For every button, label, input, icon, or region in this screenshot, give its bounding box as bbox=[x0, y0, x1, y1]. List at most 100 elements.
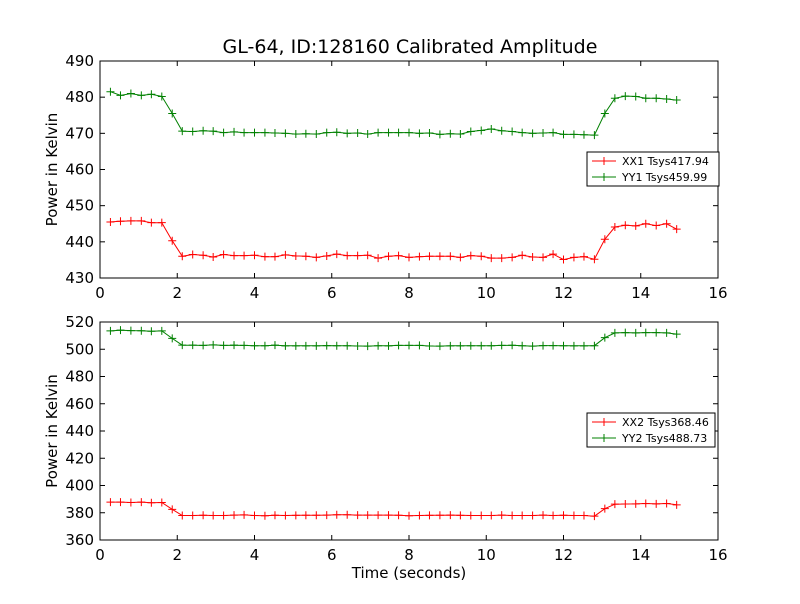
data-point bbox=[497, 341, 506, 350]
y-tick-label: 460 bbox=[65, 395, 94, 413]
data-point bbox=[219, 250, 228, 259]
data-point bbox=[270, 128, 279, 137]
data-point bbox=[384, 511, 393, 520]
y-axis-label: Power in Kelvin bbox=[43, 113, 61, 227]
data-point bbox=[209, 253, 218, 262]
x-tick-label: 6 bbox=[327, 284, 337, 302]
data-point bbox=[147, 327, 156, 336]
data-point bbox=[384, 252, 393, 261]
data-point bbox=[466, 511, 475, 520]
series-2 bbox=[106, 87, 681, 140]
data-point bbox=[281, 511, 290, 520]
legend-box bbox=[586, 151, 720, 187]
data-point bbox=[157, 218, 166, 227]
x-tick-label: 16 bbox=[708, 284, 727, 302]
data-point bbox=[435, 511, 444, 520]
data-point bbox=[291, 251, 300, 260]
data-point bbox=[579, 130, 588, 139]
data-point bbox=[641, 219, 650, 228]
data-point bbox=[497, 511, 506, 520]
data-point bbox=[662, 499, 671, 508]
data-point bbox=[477, 341, 486, 350]
data-point bbox=[343, 341, 352, 350]
data-point bbox=[106, 87, 115, 96]
data-point bbox=[260, 341, 269, 350]
data-point bbox=[435, 130, 444, 139]
data-point bbox=[610, 94, 619, 103]
data-point bbox=[126, 89, 135, 98]
data-point bbox=[291, 341, 300, 350]
data-point bbox=[188, 127, 197, 136]
data-point bbox=[600, 504, 609, 513]
legend-entry-label: XX1 Tsys417.94 bbox=[622, 155, 709, 168]
data-point bbox=[631, 92, 640, 101]
data-point bbox=[518, 341, 527, 350]
data-point bbox=[157, 326, 166, 335]
data-point bbox=[260, 511, 269, 520]
data-point bbox=[291, 130, 300, 139]
data-point bbox=[579, 341, 588, 350]
x-tick-label: 4 bbox=[250, 284, 260, 302]
data-point bbox=[384, 128, 393, 137]
series-1 bbox=[106, 216, 681, 264]
data-point bbox=[230, 251, 239, 260]
data-point bbox=[147, 218, 156, 227]
data-point bbox=[415, 341, 424, 350]
data-point bbox=[569, 130, 578, 139]
data-point bbox=[405, 511, 413, 520]
data-point bbox=[425, 128, 434, 137]
data-point bbox=[621, 92, 630, 101]
data-point bbox=[209, 127, 218, 136]
data-point bbox=[322, 341, 331, 350]
data-point bbox=[528, 342, 537, 351]
data-point bbox=[301, 511, 310, 520]
data-point bbox=[363, 251, 372, 260]
data-point bbox=[600, 235, 609, 244]
x-tick-label: 14 bbox=[631, 546, 650, 564]
data-point bbox=[394, 341, 403, 350]
data-point bbox=[477, 126, 486, 135]
data-point bbox=[199, 511, 208, 520]
data-point bbox=[116, 326, 125, 335]
data-point bbox=[137, 498, 146, 507]
data-point bbox=[363, 130, 372, 139]
x-tick-label: 4 bbox=[250, 546, 260, 564]
data-point bbox=[641, 94, 650, 103]
x-tick-label: 6 bbox=[327, 546, 337, 564]
data-point bbox=[188, 250, 197, 259]
legend-marker bbox=[600, 173, 608, 181]
data-point bbox=[230, 341, 239, 350]
y-tick-label: 520 bbox=[65, 313, 94, 331]
y-tick-label: 440 bbox=[65, 422, 94, 440]
data-point bbox=[528, 253, 537, 262]
data-point bbox=[590, 341, 599, 350]
legend-box bbox=[586, 412, 716, 448]
x-tick-label: 0 bbox=[95, 546, 105, 564]
x-tick-label: 10 bbox=[477, 284, 496, 302]
data-point bbox=[477, 511, 486, 520]
data-point bbox=[240, 128, 249, 137]
data-point bbox=[559, 130, 568, 139]
data-point bbox=[137, 216, 146, 225]
data-point bbox=[199, 251, 208, 260]
x-tick-label: 12 bbox=[554, 284, 573, 302]
data-point bbox=[312, 253, 321, 262]
data-point bbox=[240, 341, 249, 350]
data-point bbox=[301, 129, 310, 138]
data-point bbox=[343, 129, 352, 138]
data-point bbox=[374, 341, 383, 350]
x-tick-label: 8 bbox=[404, 284, 414, 302]
data-point bbox=[446, 129, 455, 138]
data-point bbox=[291, 511, 300, 520]
data-point bbox=[106, 217, 115, 226]
y-tick-label: 450 bbox=[65, 197, 94, 215]
data-point bbox=[466, 127, 475, 136]
data-point bbox=[363, 342, 372, 351]
data-point bbox=[621, 500, 630, 509]
data-point bbox=[590, 512, 599, 521]
data-point bbox=[250, 341, 259, 350]
data-point bbox=[312, 130, 321, 139]
data-point bbox=[487, 511, 496, 520]
data-point bbox=[137, 91, 146, 100]
data-point bbox=[569, 253, 578, 262]
